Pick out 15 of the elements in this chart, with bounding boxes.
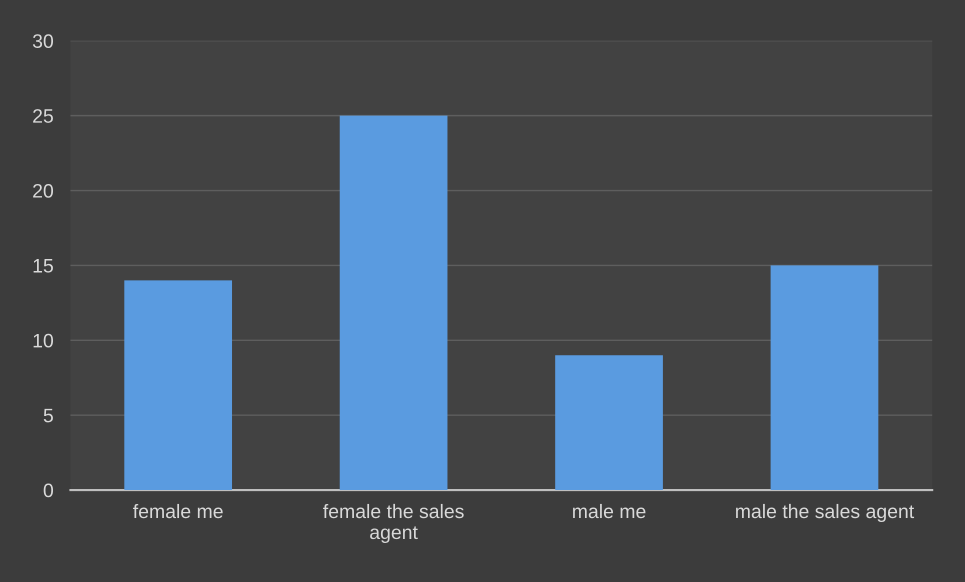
bar (124, 280, 232, 490)
bar (555, 355, 663, 490)
bar (770, 265, 878, 490)
y-tick-label: 20 (33, 184, 54, 198)
x-tick-label: male me (573, 504, 646, 518)
x-tick-label: female me (133, 504, 223, 518)
bar (340, 116, 448, 490)
x-tick-label: male the sales agent (736, 504, 914, 522)
y-tick-label: 0 (44, 484, 54, 498)
x-tick-label: female the sales agent (323, 504, 464, 544)
y-tick-label: 5 (44, 408, 53, 422)
y-tick-label: 15 (34, 259, 53, 273)
y-tick-label: 30 (32, 34, 54, 48)
y-tick-label: 25 (33, 109, 53, 123)
y-tick-label: 10 (34, 334, 54, 348)
